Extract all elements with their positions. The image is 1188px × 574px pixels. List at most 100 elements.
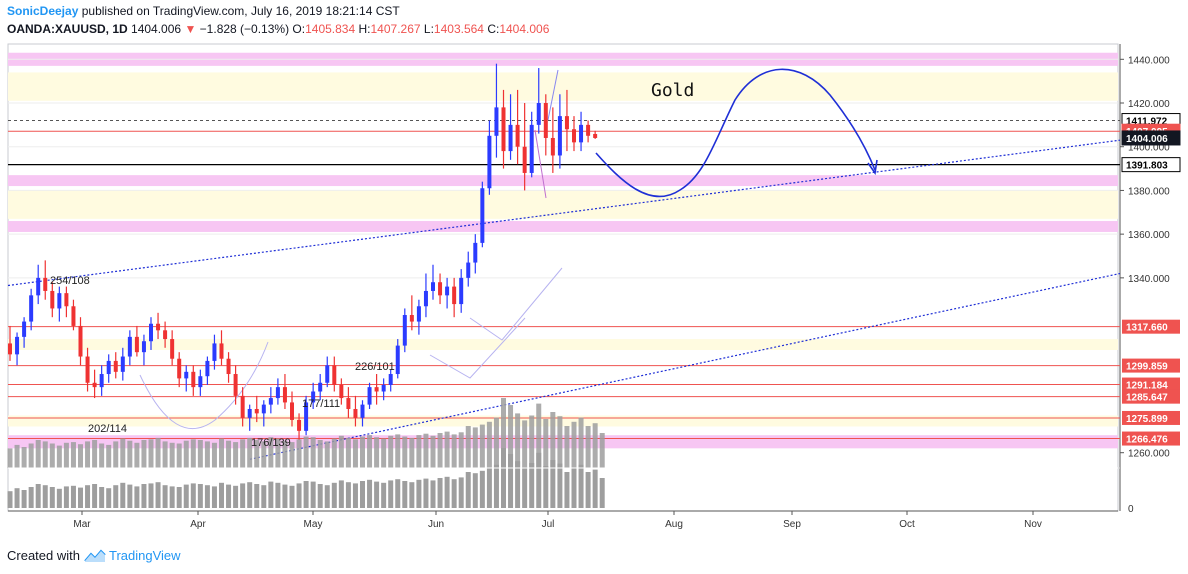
volume-bar [402,481,408,508]
volume-overlay-bar [233,442,239,468]
ohlc-header: OANDA:XAUUSD, 1D 1404.006 ▼ −1.828 (−0.1… [7,22,549,36]
volume-overlay-bar [444,431,450,468]
volume-overlay-bar [63,442,69,468]
y-tick-label: 1380.000 [1128,186,1170,197]
candle-body [254,408,259,414]
tradingview-brand-link[interactable]: TradingView [108,548,181,563]
volume-bar [141,484,147,508]
candle-body [388,374,393,385]
candle-body [22,321,27,337]
volume-bar [536,452,542,508]
volume-bar [219,482,224,508]
candle-body [522,146,527,173]
volume-overlay-bar [219,438,224,468]
candle-body [191,371,196,388]
volume-bar [127,484,133,508]
projection-path [429,317,526,379]
volume-overlay-bar [92,440,98,468]
candle-body [586,124,591,136]
volume-overlay-bar [501,398,506,468]
volume-bar [310,481,316,508]
volume-overlay-bar [536,403,542,468]
symbol-label[interactable]: OANDA:XAUUSD, 1D [7,22,128,36]
y-tick-label: 1360.000 [1128,230,1170,241]
candle-body [212,343,217,361]
candle-body [50,290,55,309]
volume-overlay-bar [183,440,189,468]
candle-body [536,103,541,125]
volume-bar [226,484,232,508]
candle-body [325,365,330,383]
volume-bar [360,481,365,508]
candle-body [311,391,316,403]
candle-body [268,398,273,405]
projection-line [547,69,559,121]
volume-bar [374,481,380,508]
level-price-label: 1275.899 [1126,414,1168,425]
volume-overlay-bar [515,413,521,468]
candle-body [247,408,252,418]
candle-body [177,358,182,379]
volume-bar [367,479,373,508]
volume-bar [282,484,288,508]
volume-overlay-bar [578,417,584,468]
volume-bar [28,487,34,508]
zone-magenta-4 [8,221,1118,232]
volume-overlay-bar [42,441,48,468]
volume-bar [592,469,598,508]
volume-overlay-bar [247,437,253,468]
volume-overlay-bar [317,440,323,468]
candle-body [367,387,372,405]
candle-body [416,306,421,322]
candle-body [543,103,548,138]
volume-overlay-bar [254,440,260,468]
candle-body [353,408,358,418]
volume-bar [345,482,351,508]
volume-overlay-bar [106,444,112,468]
volume-overlay-bar [493,417,499,468]
level-price-label-bg [1122,358,1180,373]
volume-overlay-bar [190,439,196,468]
x-tick-label: Mar [73,519,91,530]
candle-body [29,295,34,322]
author-link[interactable]: SonicDeejay [7,4,79,18]
volume-bar [78,487,83,508]
volume-overlay-bar [465,426,471,468]
volume-bar [134,486,140,508]
volume-bar [458,477,464,508]
volume-bar [247,482,253,508]
volume-bar [106,488,112,508]
volume-overlay-bar [268,437,274,468]
candle-body [297,419,302,431]
level-price-label: 1266.476 [1126,435,1168,446]
y-tick-label: 1420.000 [1128,99,1170,110]
volume-bar [430,480,436,508]
volume-overlay-bar [148,439,154,468]
level-price-label: 1285.647 [1126,393,1168,404]
candle-body [127,336,132,357]
volume-bar [21,490,27,508]
volume-bar [522,467,528,508]
candle-body [395,345,400,375]
candle-body [445,286,450,296]
candle-body [275,387,280,399]
volume-bar [564,472,570,508]
volume-overlay-bar [345,437,351,468]
volume-overlay-bar [56,445,62,468]
volume-overlay-bar [388,435,394,468]
volume-bar [56,488,62,508]
price-label-bg [1121,130,1181,146]
level-price-label-bg [1122,410,1180,425]
volume-overlay-bar [543,419,549,468]
candle-body [219,343,224,359]
volume-overlay-bar [226,440,232,468]
volume-overlay-bar [120,438,126,468]
volume-overlay-bar [7,448,13,468]
volume-overlay-bar [571,421,577,468]
candle-body [141,341,146,353]
volume-bar [240,483,246,508]
volume-bar [515,461,521,508]
candle-body [480,188,485,243]
volume-bar [92,484,98,508]
